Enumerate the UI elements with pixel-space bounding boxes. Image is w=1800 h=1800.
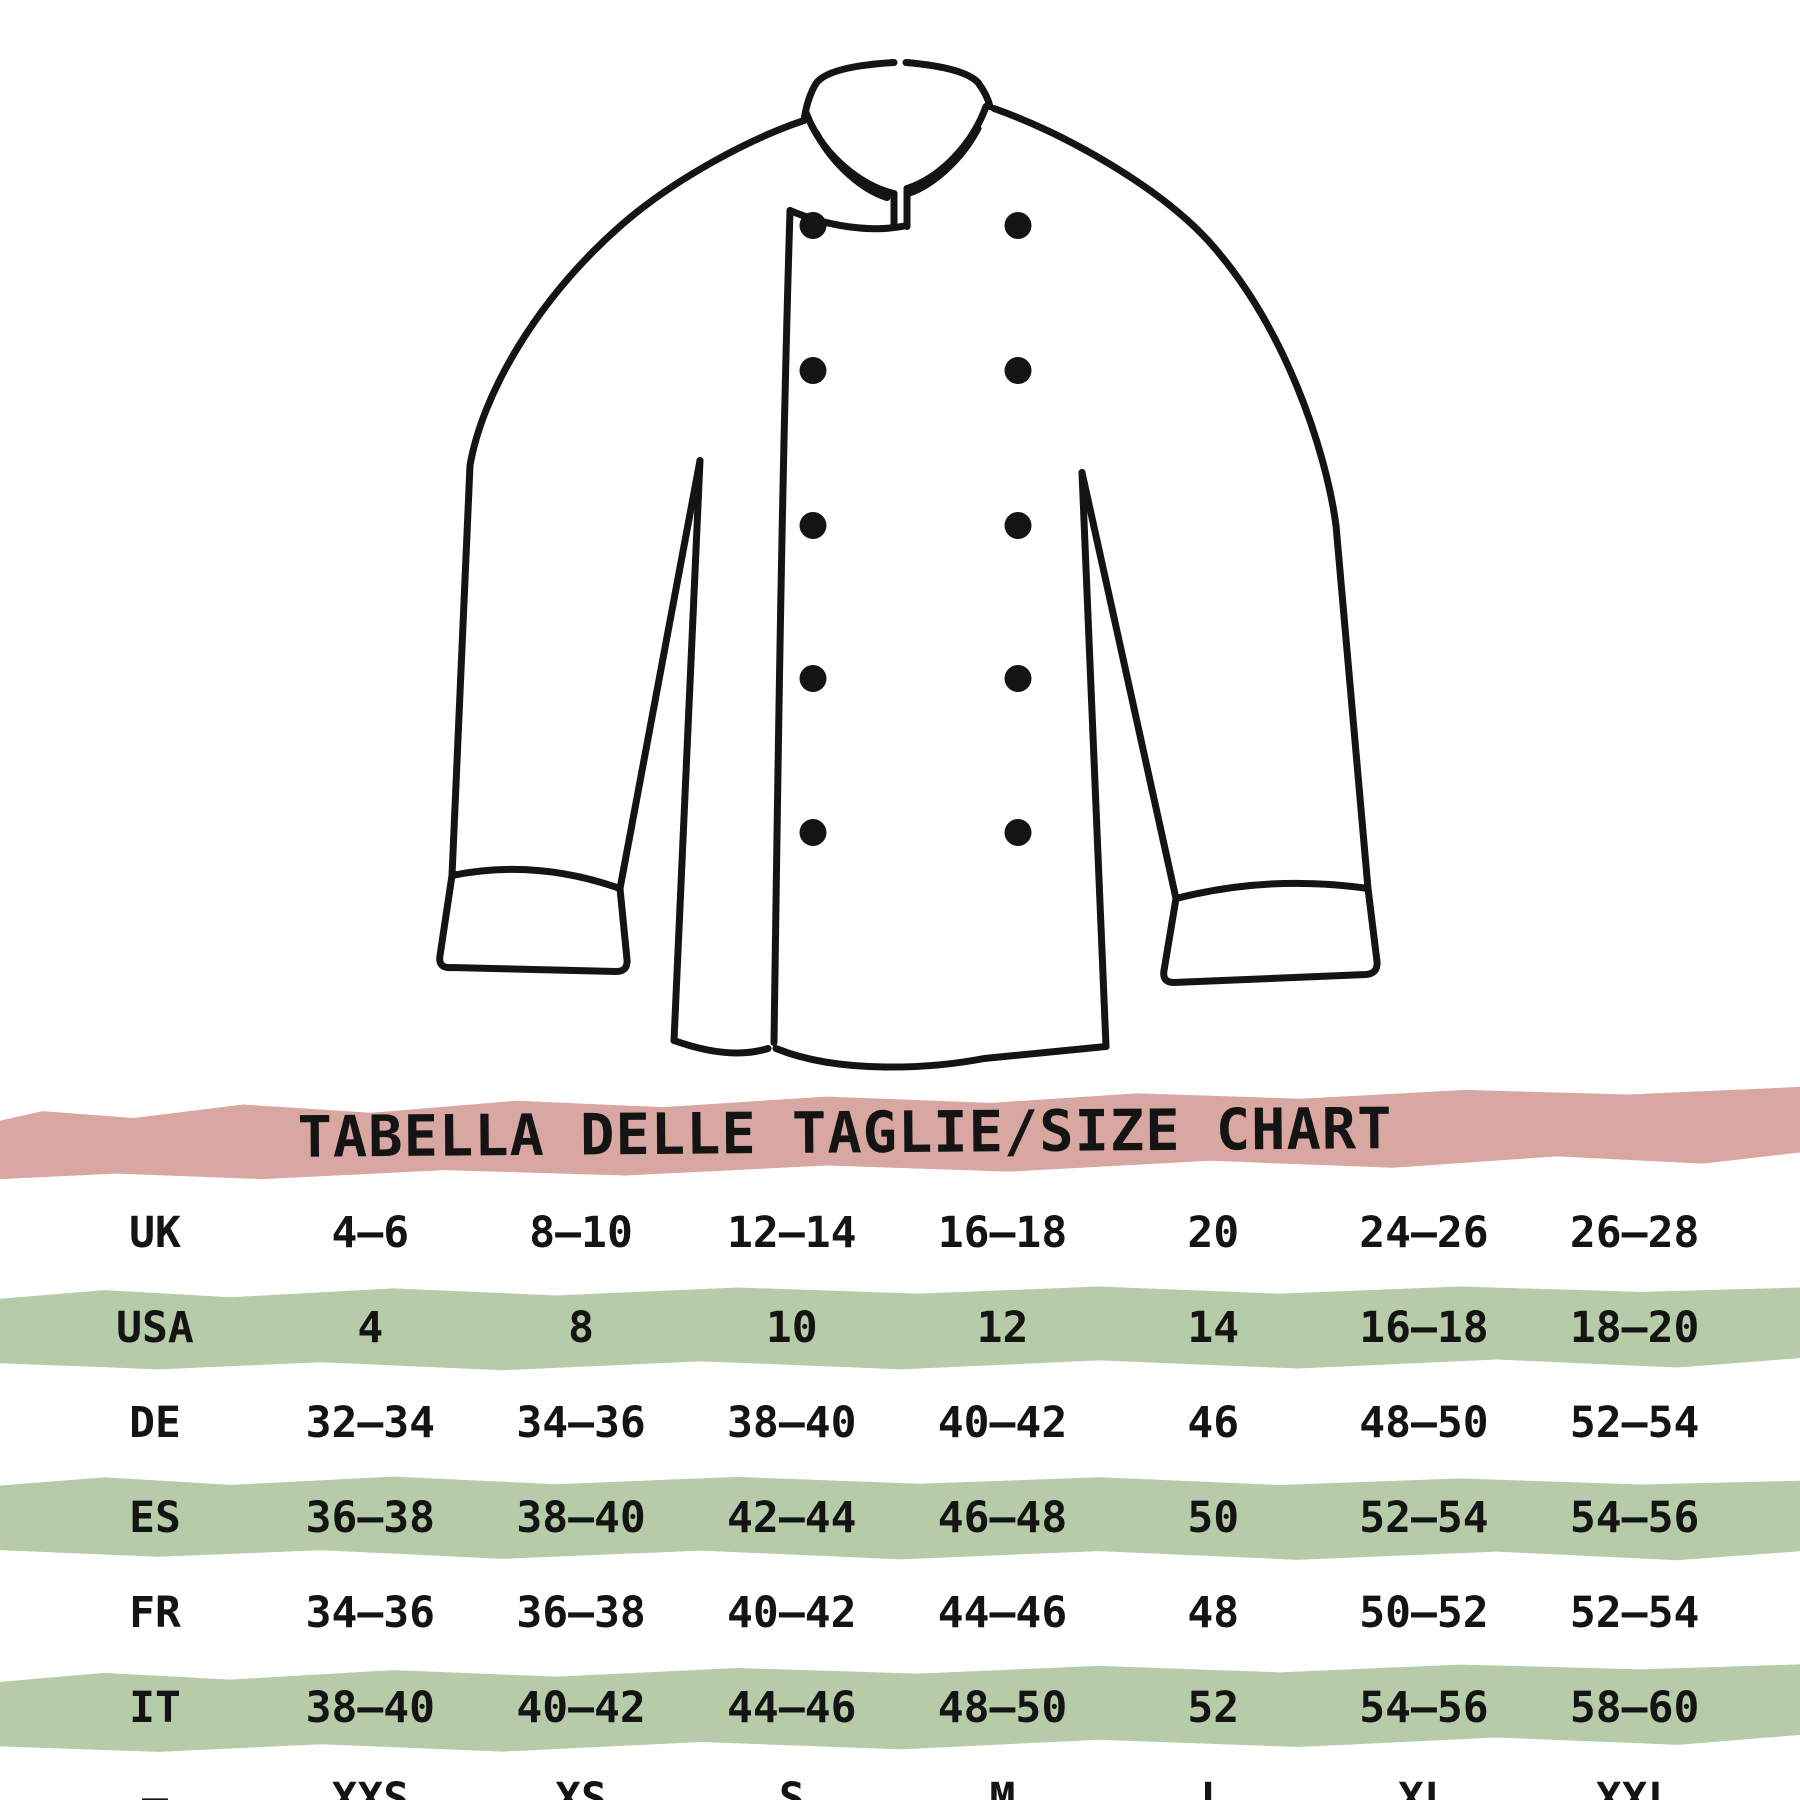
size-cell: 4–6 bbox=[331, 1207, 410, 1258]
size-cell: 58–60 bbox=[1569, 1682, 1700, 1733]
size-cell: 20 bbox=[1187, 1207, 1240, 1258]
size-cell: S bbox=[778, 1774, 805, 1800]
size-cell: 16–18 bbox=[937, 1207, 1068, 1258]
size-cell: 4 bbox=[357, 1302, 384, 1353]
size-cell: 38–40 bbox=[305, 1682, 436, 1733]
row-label-usa: USA bbox=[116, 1302, 194, 1353]
size-cell: XS bbox=[555, 1774, 607, 1800]
size-cell: 54–56 bbox=[1359, 1682, 1489, 1733]
size-cell: 40–42 bbox=[937, 1397, 1068, 1448]
jacket-body-left bbox=[670, 457, 704, 1044]
size-cell: 40–42 bbox=[727, 1587, 857, 1638]
size-cell: L bbox=[1200, 1774, 1227, 1800]
chart-title: TABELLA DELLE TAGLIE/SIZE CHART bbox=[297, 1096, 1393, 1171]
size-cell: M bbox=[989, 1774, 1016, 1800]
row-label-international: – bbox=[142, 1774, 168, 1800]
row-label-it: IT bbox=[129, 1682, 181, 1733]
size-cell: 52–54 bbox=[1569, 1397, 1700, 1448]
row-label-es: ES bbox=[129, 1492, 181, 1543]
size-cell: 10 bbox=[765, 1302, 818, 1353]
size-cell: 36–38 bbox=[516, 1587, 646, 1638]
size-cell: 44–46 bbox=[727, 1682, 857, 1733]
size-cell: 16–18 bbox=[1359, 1302, 1489, 1353]
jacket-collar-seam-left bbox=[812, 129, 891, 201]
jacket-left-sleeve-inner bbox=[616, 457, 704, 892]
size-cell: 32–34 bbox=[305, 1397, 436, 1448]
size-cell: 24–26 bbox=[1359, 1207, 1489, 1258]
jacket-collar-seam-right bbox=[904, 125, 982, 197]
size-cell: 46–48 bbox=[937, 1492, 1068, 1543]
chef-jacket-illustration bbox=[436, 59, 1381, 1071]
size-cell: 42–44 bbox=[727, 1492, 857, 1543]
size-cell: XXL bbox=[1595, 1774, 1674, 1800]
jacket-left-cuff-fold bbox=[448, 865, 624, 892]
size-cell: 34–36 bbox=[305, 1587, 436, 1638]
jacket-right-cuff bbox=[1160, 885, 1381, 986]
size-cell: 8–10 bbox=[529, 1207, 633, 1258]
size-cell: 12 bbox=[976, 1302, 1029, 1353]
title-band: TABELLA DELLE TAGLIE/SIZE CHART bbox=[0, 1084, 1800, 1182]
table-row-international: – XXS XS S M L XL XXL bbox=[0, 1755, 1800, 1800]
jacket-flap-top bbox=[786, 207, 911, 233]
size-cell: 38–40 bbox=[727, 1397, 857, 1448]
size-cell: 52–54 bbox=[1359, 1492, 1489, 1543]
size-cell: 52 bbox=[1187, 1682, 1240, 1733]
size-cell: 50 bbox=[1187, 1492, 1240, 1543]
table-row-de: DE 32–34 34–36 38–40 40–42 46 48–50 52–5… bbox=[0, 1375, 1800, 1470]
size-cell: 48 bbox=[1187, 1587, 1240, 1638]
size-cell: 8 bbox=[568, 1302, 594, 1353]
jacket-collar-right bbox=[902, 59, 994, 110]
size-cell: 40–42 bbox=[516, 1682, 646, 1733]
size-cell: XL bbox=[1398, 1774, 1450, 1800]
size-cell: 48–50 bbox=[1359, 1397, 1489, 1448]
jacket-hem-left bbox=[670, 1037, 772, 1057]
size-cell: 38–40 bbox=[516, 1492, 646, 1543]
row-label-uk: UK bbox=[129, 1207, 181, 1258]
size-cell: 44–46 bbox=[937, 1587, 1068, 1638]
size-cell: 26–28 bbox=[1569, 1207, 1700, 1258]
size-cell: 54–56 bbox=[1569, 1492, 1700, 1543]
table-row-es: ES 36–38 38–40 42–44 46–48 50 52–54 54–5… bbox=[0, 1470, 1800, 1565]
jacket-collar-left bbox=[800, 59, 898, 124]
size-cell: 12–14 bbox=[727, 1207, 857, 1258]
row-label-fr: FR bbox=[129, 1587, 181, 1638]
size-cell: XXS bbox=[331, 1774, 410, 1800]
jacket-buttons bbox=[799, 212, 1032, 846]
jacket-flap-edge bbox=[770, 207, 794, 1046]
jacket-body-right bbox=[1078, 469, 1110, 1050]
row-label-de: DE bbox=[129, 1397, 181, 1448]
table-row-usa: USA 4 8 10 12 14 16–18 18–20 bbox=[0, 1280, 1800, 1375]
size-cell: 52–54 bbox=[1569, 1587, 1700, 1638]
size-cell: 18–20 bbox=[1569, 1302, 1700, 1353]
size-cell: 34–36 bbox=[516, 1397, 646, 1448]
size-cell: 14 bbox=[1187, 1302, 1240, 1353]
table-row-fr: FR 34–36 36–38 40–42 44–46 48 50–52 52–5… bbox=[0, 1565, 1800, 1660]
size-cell: 46 bbox=[1187, 1397, 1240, 1448]
jacket-left-cuff bbox=[436, 872, 631, 975]
jacket-right-cuff-fold bbox=[1172, 879, 1372, 902]
size-cell: 50–52 bbox=[1359, 1587, 1489, 1638]
jacket-left-sleeve-outer bbox=[448, 117, 808, 879]
size-cell: 36–38 bbox=[305, 1492, 436, 1543]
table-row-it: IT 38–40 40–42 44–46 48–50 52 54–56 58–6… bbox=[0, 1660, 1800, 1755]
jacket-right-sleeve-inner bbox=[1078, 469, 1180, 902]
size-table: UK 4–6 8–10 12–14 16–18 20 24–26 26–28 U… bbox=[0, 1185, 1800, 1800]
jacket-collar-inner-left bbox=[802, 109, 898, 230]
jacket-hem-right bbox=[772, 1043, 1110, 1071]
jacket-right-sleeve-outer bbox=[990, 105, 1372, 892]
size-cell: 48–50 bbox=[937, 1682, 1068, 1733]
table-row-uk: UK 4–6 8–10 12–14 16–18 20 24–26 26–28 bbox=[0, 1185, 1800, 1280]
